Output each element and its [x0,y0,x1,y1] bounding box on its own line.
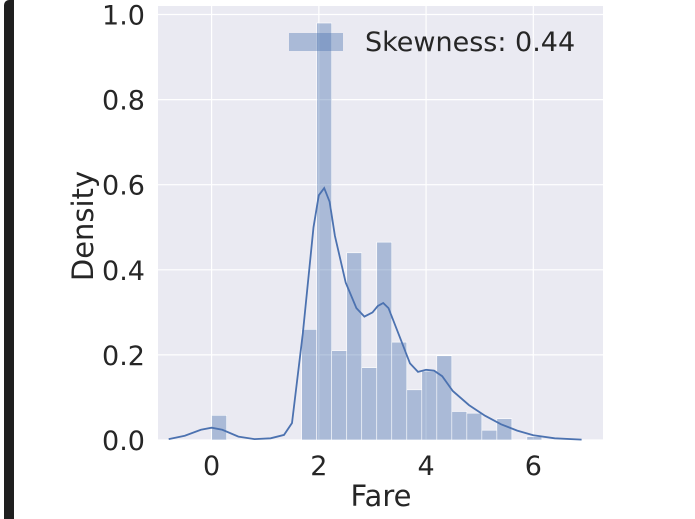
y-tick-label: 0.0 [102,426,145,457]
histogram-bar [331,350,348,441]
kde-line [168,186,582,441]
histogram-bar [496,418,513,441]
y-tick-label: 0.6 [102,171,145,202]
histogram-bar [481,429,498,441]
x-tick-label: 2 [310,451,327,482]
legend-swatch [289,33,343,51]
histogram-bar [346,252,363,441]
histogram-bar [406,389,423,441]
plot-background [158,6,603,440]
y-tick-label: 1.0 [102,1,145,32]
y-tick-label: 0.4 [102,256,145,287]
y-tick-labels: 0.0 0.2 0.4 0.6 0.8 1.0 [102,1,145,457]
grid-lines [158,6,603,441]
x-tick-labels: 0 2 4 6 [203,451,542,482]
histogram-bar [466,412,483,441]
histogram-bar [451,411,468,441]
histogram-bar [526,436,543,441]
x-tick-label: 4 [417,451,434,482]
histogram-bar [421,370,438,441]
legend-label: Skewness: 0.44 [365,27,575,58]
histogram-bar [376,241,393,441]
legend: Skewness: 0.44 [289,27,575,58]
histogram-bar [436,355,453,441]
x-tick-label: 0 [203,451,220,482]
histogram-bar [301,329,317,441]
histogram-bar [361,367,378,441]
x-axis-label: Fare [351,479,412,513]
histogram-bar [316,22,333,441]
window-edge [4,0,14,519]
y-axis-label: Density [66,171,100,281]
histogram-bar [391,341,408,441]
y-tick-label: 0.2 [102,341,145,372]
x-tick-label: 6 [525,451,542,482]
y-tick-label: 0.8 [102,86,145,117]
histogram-bars [211,22,543,441]
